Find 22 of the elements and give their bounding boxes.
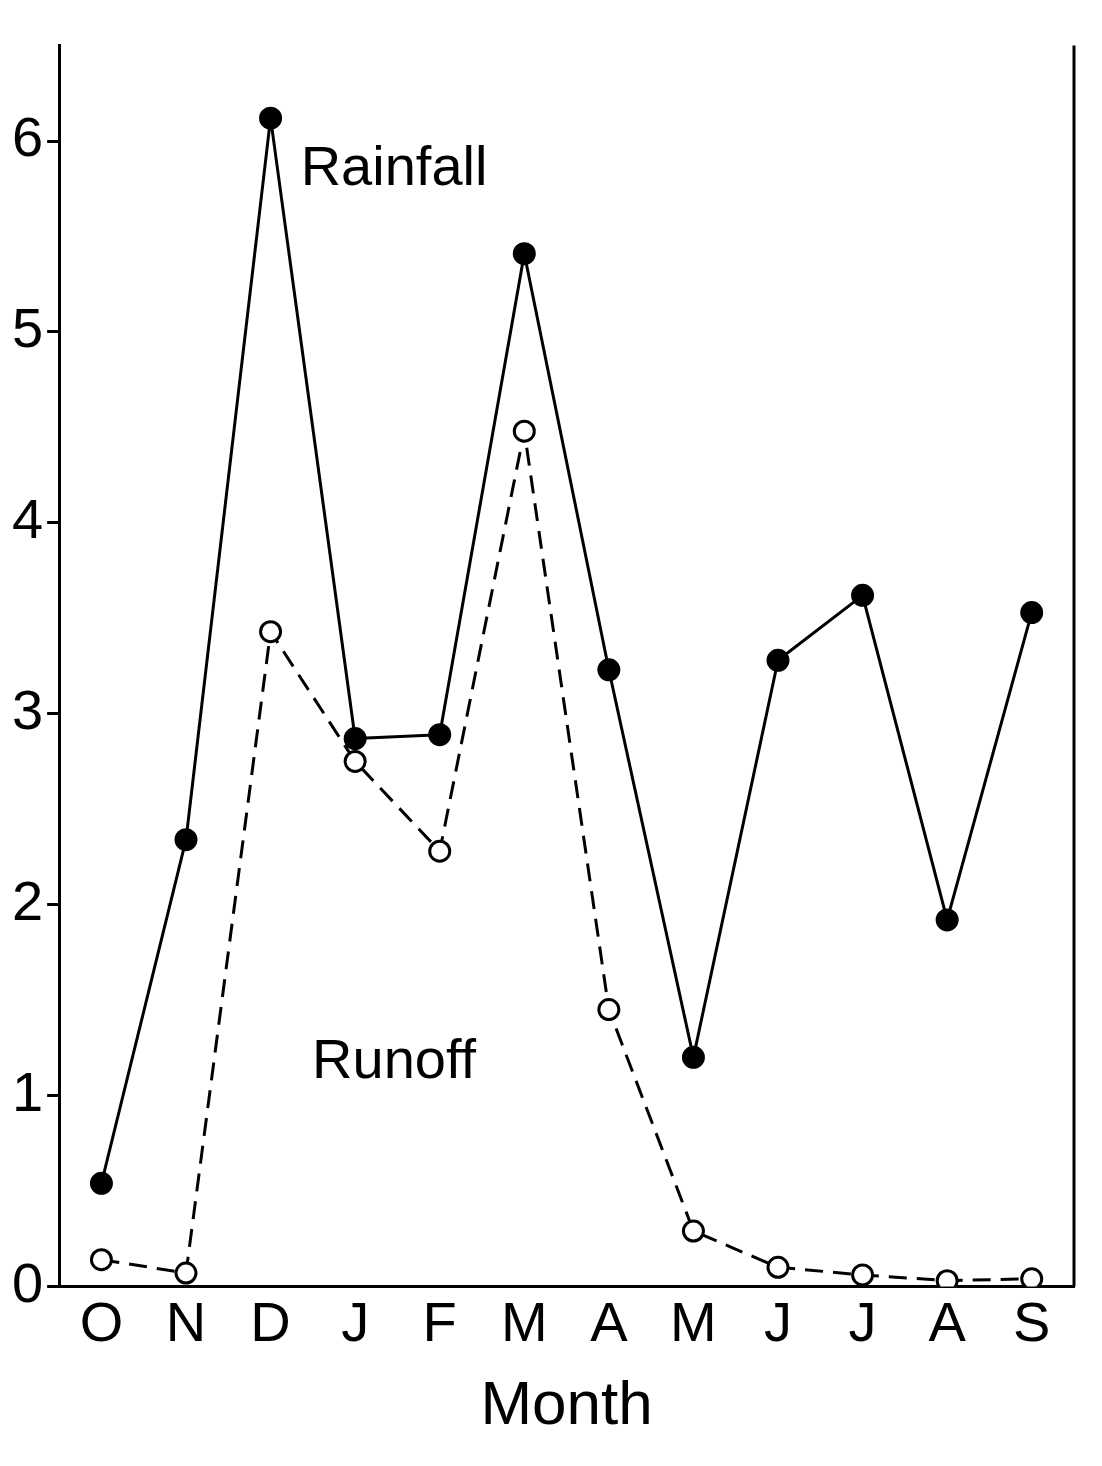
x-tick-label: F — [422, 1290, 457, 1354]
x-tick-label: M — [500, 1290, 548, 1354]
series-label: Runoff — [312, 1027, 477, 1091]
x-tick-label: S — [1013, 1290, 1051, 1354]
x-tick-label: N — [165, 1290, 207, 1354]
x-tick-label: J — [341, 1290, 370, 1354]
y-tick-label: 1 — [11, 1059, 44, 1123]
y-tick-label: 3 — [11, 678, 44, 742]
y-tick-label: 5 — [11, 296, 44, 360]
x-tick-label: J — [764, 1290, 792, 1354]
y-tick-label: 2 — [11, 869, 44, 933]
x-tick-label: A — [928, 1290, 967, 1354]
y-tick-label: 6 — [11, 105, 44, 169]
x-axis-title: Month — [480, 1367, 653, 1437]
x-tick-label: M — [670, 1290, 717, 1354]
x-tick-label: J — [848, 1290, 877, 1354]
y-tick-label: 4 — [11, 487, 44, 551]
series-label: Rainfall — [300, 134, 488, 198]
y-tick-label: 0 — [11, 1250, 44, 1314]
x-tick-label: D — [250, 1290, 291, 1354]
x-tick-label: A — [590, 1290, 629, 1354]
x-tick-label: O — [79, 1290, 124, 1354]
